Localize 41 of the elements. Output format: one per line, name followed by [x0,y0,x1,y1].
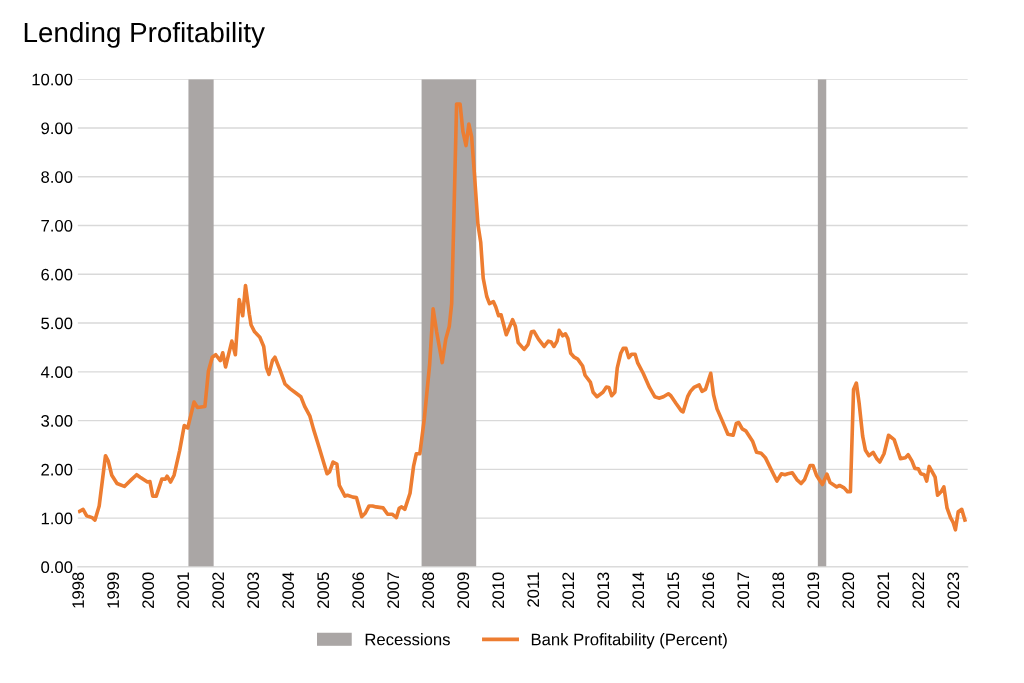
x-tick-label: 2020 [842,572,855,608]
y-tick-label: 6.00 [41,268,73,281]
x-tick-label: 2022 [912,572,925,608]
y-tick-label: 5.00 [41,317,73,330]
y-tick-label: 3.00 [41,414,73,427]
x-tick-label: 2018 [772,572,785,608]
x-tick-label: 2012 [562,572,575,608]
x-tick-label: 2007 [387,572,400,608]
y-tick-label: 4.00 [40,366,73,379]
x-tick-label: 2023 [947,572,960,608]
y-tick-label: 1.00 [41,512,73,525]
x-tick-label: 2004 [282,572,295,608]
x-tick-label: 1998 [72,572,85,608]
x-tick-label: 2015 [667,572,680,608]
x-tick-label: 2008 [422,572,435,608]
y-tick-label: 2.00 [41,463,73,476]
x-tick-label: 2016 [702,572,715,608]
x-tick-label: 2006 [352,572,365,608]
x-tick-label: 2005 [317,572,330,608]
chart-title: Lending Profitability [24,21,265,48]
legend-label: Bank Profitability (Percent) [531,633,727,649]
legend-label: Recessions [365,633,450,646]
y-tick-label: 8.00 [41,171,73,183]
y-tick-label: 9.00 [41,122,73,135]
x-tick-label: 2019 [807,572,820,608]
y-tick-label: 7.00 [41,219,73,232]
x-tick-label: 2013 [597,572,610,608]
y-tick-label: 10.00 [32,73,73,86]
x-tick-label: 2014 [632,572,645,608]
line-series [77,102,967,532]
x-tick-label: 2000 [142,572,155,608]
x-tick-label: 2001 [177,572,190,608]
x-tick-label: 2002 [212,572,225,608]
x-tick-label: 1999 [107,572,120,608]
x-tick-label: 2003 [247,572,260,608]
x-tick-label: 2017 [737,572,750,608]
x-tick-label: 2009 [457,572,470,608]
x-tick-label: 2021 [877,572,890,608]
x-tick-label: 2010 [492,572,505,608]
y-tick-label: 0.00 [41,561,73,574]
x-tick-label: 2011 [527,572,540,607]
